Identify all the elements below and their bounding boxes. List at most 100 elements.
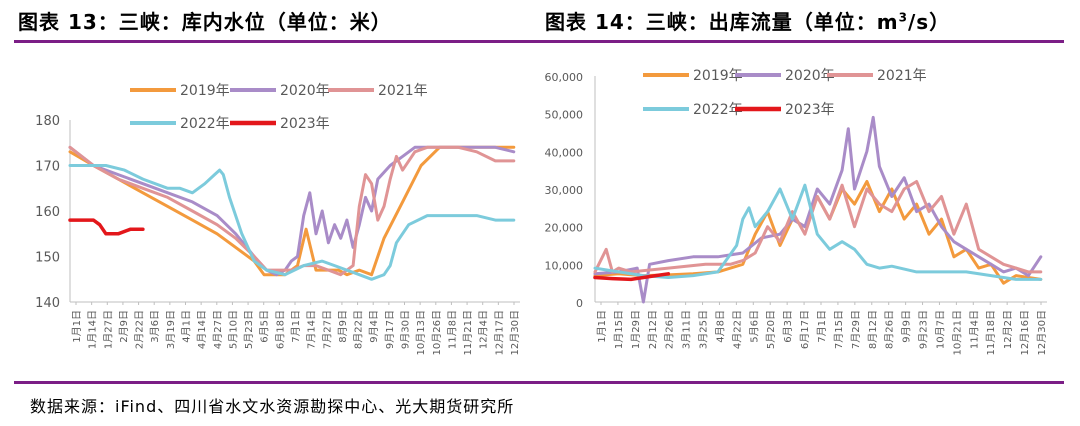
legend-label: 2022年 xyxy=(693,102,743,118)
x-tick-label: 9月17日 xyxy=(384,310,396,349)
x-tick-label: 3月11日 xyxy=(681,310,693,349)
x-tick-label: 7月15日 xyxy=(833,310,845,349)
series-line-2023 xyxy=(68,218,145,236)
x-tick-label: 10月21日 xyxy=(951,310,963,355)
outflow-chart: 0 10,000 20,000 30,000 40,000 50,000 60,000 1月1… xyxy=(545,68,1049,355)
x-tick-label: 3月25日 xyxy=(698,310,710,349)
x-tick-label: 8月12日 xyxy=(867,310,879,349)
source-note: 数据来源：iFind、四川省水文水资源勘探中心、光大期货研究所 xyxy=(30,397,515,416)
x-tick-label: 10月7日 xyxy=(934,310,946,349)
x-tick-label: 9月23日 xyxy=(918,310,930,349)
x-tick-label: 11月4日 xyxy=(968,310,980,349)
legend-label: 2021年 xyxy=(877,68,927,84)
series-line-2020 xyxy=(68,145,516,277)
chart-13-title: 图表 13：三峡：库内水位（单位：米） xyxy=(18,10,392,34)
bottom-divider xyxy=(14,381,1064,384)
x-tick-label: 3月6日 xyxy=(149,310,161,343)
x-tick-label: 6月5日 xyxy=(259,310,271,343)
series-line-2020 xyxy=(593,115,1043,304)
x-tick-label: 12月16日 xyxy=(1019,310,1031,355)
legend-item-2022: 2022年 xyxy=(130,116,230,132)
x-tick-label: 11月18日 xyxy=(985,310,997,355)
chart-14-title-prefix: 图表 14：三峡：出库流量（单位：m xyxy=(545,10,899,34)
x-tick-label: 12月17日 xyxy=(493,310,505,355)
x-tick-label: 2月12日 xyxy=(647,310,659,349)
y-tick-label: 150 xyxy=(35,251,60,266)
x-tick-label: 10月26日 xyxy=(431,310,443,355)
legend-label: 2023年 xyxy=(280,116,330,132)
legend-item-2021: 2021年 xyxy=(328,83,428,99)
legend-item-2020: 2020年 xyxy=(735,68,835,84)
x-tick-label: 1月14日 xyxy=(87,310,99,349)
top-divider xyxy=(14,40,1064,43)
legend-label: 2021年 xyxy=(378,83,428,99)
legend-label: 2023年 xyxy=(785,102,835,118)
y-tick-label: 40,000 xyxy=(545,146,584,159)
legend-item-2023: 2023年 xyxy=(230,116,330,132)
x-tick-label: 4月14日 xyxy=(196,310,208,349)
y-tick-label: 170 xyxy=(35,160,60,175)
y-tick-label: 30,000 xyxy=(545,184,584,197)
x-tick-label: 3月19日 xyxy=(165,310,177,349)
x-tick-label: 2月9日 xyxy=(118,310,130,343)
series-line-2019 xyxy=(68,145,516,277)
outflow-panel: 图表 14：三峡：出库流量（单位：m3/s） 0 10,000 20,000 30,0… xyxy=(545,0,1065,380)
series-line-2023 xyxy=(593,272,671,282)
legend-label: 2020年 xyxy=(280,83,330,99)
x-tick-label: 4月8日 xyxy=(714,310,726,343)
legend-label: 2019年 xyxy=(180,83,230,99)
x-tick-label: 12月30日 xyxy=(1036,310,1048,355)
x-tick-label: 5月23日 xyxy=(243,310,255,349)
x-tick-label: 11月21日 xyxy=(462,310,474,355)
y-tick-label: 180 xyxy=(35,114,60,129)
legend-label: 2020年 xyxy=(785,68,835,84)
legend-label: 2019年 xyxy=(693,68,743,84)
x-tick-label: 6月18日 xyxy=(274,310,286,349)
series-line-2021 xyxy=(68,145,516,277)
x-tick-label: 2月26日 xyxy=(664,310,676,349)
x-tick-label: 5月10日 xyxy=(227,310,239,349)
x-tick-label: 8月26日 xyxy=(884,310,896,349)
x-tick-label: 5月6日 xyxy=(748,310,760,343)
x-tick-label: 11月8日 xyxy=(446,310,458,349)
x-tick-label: 9月30日 xyxy=(400,310,412,349)
series-line-2022 xyxy=(68,164,516,281)
chart-14-title: 图表 14：三峡：出库流量（单位：m3/s） xyxy=(545,6,950,35)
x-tick-label: 12月30日 xyxy=(509,310,521,355)
chart-14-title-suffix: /s） xyxy=(908,10,951,34)
x-tick-label: 5月20日 xyxy=(765,310,777,349)
x-tick-label: 7月29日 xyxy=(850,310,862,349)
x-tick-label: 4月1日 xyxy=(181,310,193,343)
x-tick-label: 6月17日 xyxy=(799,310,811,349)
legend-label: 2022年 xyxy=(180,116,230,132)
series-line-2021 xyxy=(593,180,1043,274)
x-tick-label: 1月29日 xyxy=(630,310,642,349)
y-tick-label: 20,000 xyxy=(545,222,584,235)
y-tick-label: 10,000 xyxy=(545,259,584,272)
x-tick-label: 7月14日 xyxy=(306,310,318,349)
y-tick-label: 50,000 xyxy=(545,109,584,122)
x-tick-label: 4月27日 xyxy=(212,310,224,349)
x-tick-label: 6月3日 xyxy=(782,310,794,343)
x-tick-label: 8月22日 xyxy=(353,310,365,349)
y-tick-label: 60,000 xyxy=(545,71,584,84)
x-tick-label: 2月22日 xyxy=(134,310,146,349)
x-tick-label: 1月15日 xyxy=(613,310,625,349)
x-tick-label: 4月22日 xyxy=(731,310,743,349)
y-tick-label: 140 xyxy=(35,296,60,311)
x-tick-label: 12月2日 xyxy=(1002,310,1014,349)
y-tick-label: 160 xyxy=(35,205,60,220)
x-tick-label: 8月9日 xyxy=(337,310,349,343)
x-tick-label: 9月9日 xyxy=(901,310,913,343)
y-tick-label: 0 xyxy=(576,297,583,310)
water-level-panel: 图表 13：三峡：库内水位（单位：米） 140 150 160 170 180 1月1日 1… xyxy=(18,0,538,380)
x-tick-label: 12月4日 xyxy=(478,310,490,349)
chart-14-title-sup: 3 xyxy=(898,10,908,25)
x-tick-label: 9月4日 xyxy=(368,310,380,343)
legend-item-2019: 2019年 xyxy=(643,68,743,84)
x-tick-label: 1月27日 xyxy=(102,310,114,349)
legend-item-2019: 2019年 xyxy=(130,83,230,99)
series-line-2022 xyxy=(593,183,1043,281)
x-tick-label: 10月13日 xyxy=(415,310,427,355)
